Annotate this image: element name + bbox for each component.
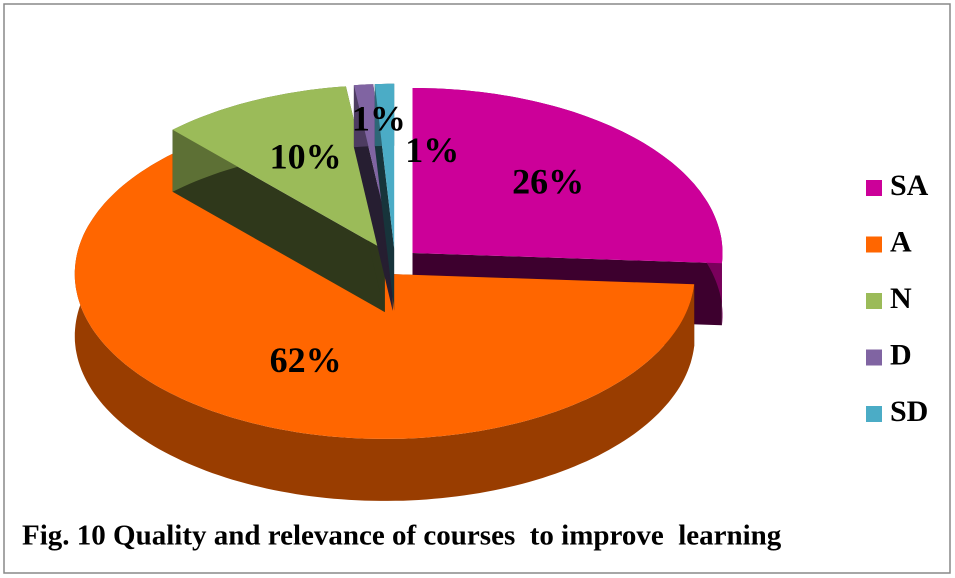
pie-slice <box>374 83 395 311</box>
legend-swatch <box>866 293 882 309</box>
legend-label: D <box>890 338 912 371</box>
legend-swatch <box>866 406 882 422</box>
data-label: 1% <box>405 130 459 170</box>
legend-label: N <box>890 282 912 315</box>
slice-top <box>412 88 723 264</box>
data-label: 10% <box>270 137 342 177</box>
data-label: 26% <box>512 161 584 201</box>
slice-side <box>172 129 385 313</box>
chart-title: Fig. 10 Quality and relevance of courses… <box>22 520 782 552</box>
legend-swatch <box>866 349 882 366</box>
legend-label: A <box>890 225 912 258</box>
data-label: 1% <box>352 98 406 138</box>
legend-label: SD <box>890 395 928 428</box>
data-label: 62% <box>270 340 342 380</box>
legend-swatch <box>866 236 882 253</box>
slice-top <box>172 86 385 251</box>
legend-swatch <box>866 180 882 196</box>
slice-top <box>374 83 395 249</box>
legend-label: SA <box>890 169 929 202</box>
